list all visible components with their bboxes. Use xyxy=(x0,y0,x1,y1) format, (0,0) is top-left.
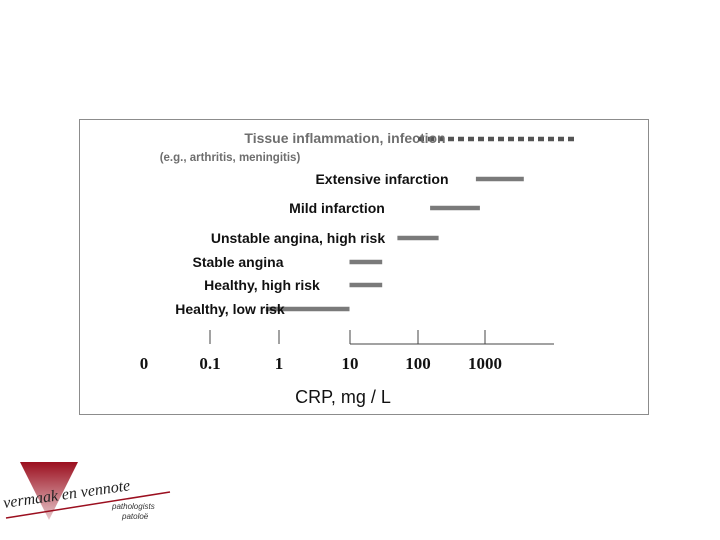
logo-swoosh xyxy=(5,491,171,519)
x-tick-label-3: 10 xyxy=(342,354,359,373)
logo-triangle-icon xyxy=(20,462,78,520)
x-axis-title: CRP, mg / L xyxy=(295,387,391,407)
vermaak-logo: vermaak en vennote pathologists patoloë xyxy=(2,462,171,521)
x-tick-label-5: 1000 xyxy=(468,354,502,373)
x-tick-label-4: 100 xyxy=(405,354,431,373)
x-tick-label-0: 0 xyxy=(140,354,149,373)
chart-frame: Healthy, low risk Healthy, high risk Stabl… xyxy=(79,119,649,415)
category-label-5: Extensive infarction xyxy=(315,171,448,187)
logo-line2: patoloë xyxy=(121,512,149,521)
crp-range-chart: Healthy, low risk Healthy, high risk Stabl… xyxy=(140,130,576,407)
x-tick-label-1: 0.1 xyxy=(199,354,220,373)
x-tick-label-2: 1 xyxy=(275,354,284,373)
category-label-4: Mild infarction xyxy=(289,200,385,216)
category-sublabel-6: (e.g., arthritis, meningitis) xyxy=(160,152,301,164)
category-label-0: Healthy, low risk xyxy=(175,301,285,317)
category-label-6: Tissue inflammation, infection xyxy=(244,130,445,146)
category-label-3: Unstable angina, high risk xyxy=(211,230,385,246)
category-label-2: Stable angina xyxy=(192,254,283,270)
logo-line1: pathologists xyxy=(111,502,155,511)
category-label-1: Healthy, high risk xyxy=(204,277,320,293)
